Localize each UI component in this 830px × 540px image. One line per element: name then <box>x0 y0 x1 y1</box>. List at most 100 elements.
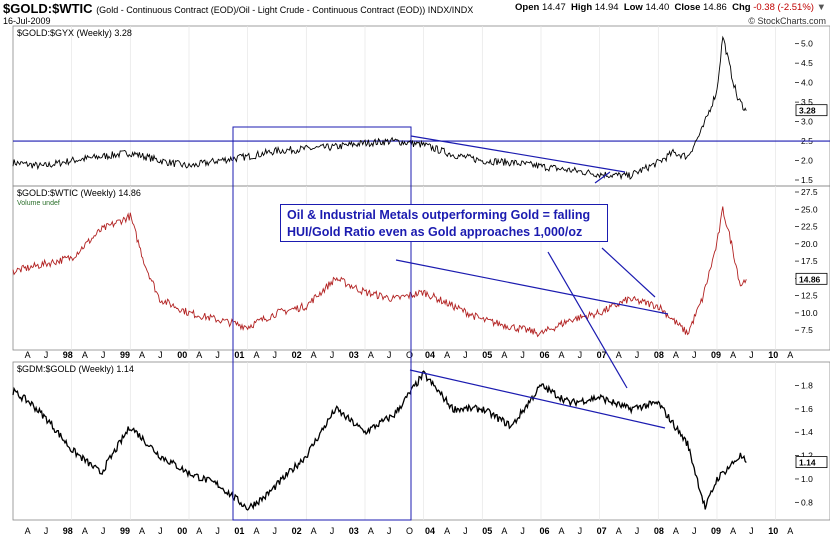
x-tick-label-top: 03 <box>349 350 359 360</box>
trendline-gold-gyx <box>410 135 626 173</box>
x-tick-label-bottom: A <box>311 526 317 536</box>
symbol-description: (Gold - Continuous Contract (EOD)/Oil - … <box>96 5 474 15</box>
quote-bar: Open 14.47 High 14.94 Low 14.40 Close 14… <box>515 2 826 13</box>
x-tick-label-bottom: J <box>635 526 640 536</box>
x-tick-label-top: J <box>578 350 583 360</box>
x-tick-label-bottom: A <box>253 526 259 536</box>
trendline-gdm-gold <box>409 369 666 429</box>
y-tick-label: 0.8 <box>801 497 813 507</box>
x-tick-label-bottom: 08 <box>654 526 664 536</box>
last-value-box <box>795 272 828 285</box>
x-tick-label-top: 99 <box>120 350 130 360</box>
x-tick-label-top: A <box>139 350 145 360</box>
trendline-gold-wtic <box>395 259 669 315</box>
x-tick-label-top: 02 <box>292 350 302 360</box>
y-tick-label: 20.0 <box>801 239 818 249</box>
y-tick-label: 1.2 <box>801 451 813 461</box>
y-tick-label: 3.0 <box>801 117 813 127</box>
panel-frame-2 <box>12 185 830 351</box>
x-tick-label-bottom: A <box>559 526 565 536</box>
symbol-title: $GOLD:$WTIC (Gold - Continuous Contract … <box>3 1 474 16</box>
x-tick-label-bottom: 04 <box>425 526 435 536</box>
x-tick-label-top: J <box>692 350 697 360</box>
x-tick-label-top: J <box>520 350 525 360</box>
y-tick-label: 1.0 <box>801 474 813 484</box>
y-tick-label: 3.5 <box>801 97 813 107</box>
x-tick-label-top: 08 <box>654 350 664 360</box>
y-tick-label: 5.0 <box>801 39 813 49</box>
panel-title-2: $GOLD:$WTIC (Weekly) 14.86 <box>17 188 141 198</box>
x-tick-label-bottom: J <box>215 526 220 536</box>
chevron-down-icon[interactable]: ▼ <box>816 2 826 13</box>
low-value: 14.40 <box>645 2 670 13</box>
high-value: 14.94 <box>594 2 619 13</box>
x-tick-label-bottom: J <box>44 526 49 536</box>
x-tick-label-top: J <box>749 350 754 360</box>
open-value: 14.47 <box>541 2 566 13</box>
x-tick-label-top: A <box>730 350 736 360</box>
x-tick-label-bottom: 06 <box>539 526 549 536</box>
x-tick-label-bottom: A <box>787 526 793 536</box>
x-tick-label-bottom: A <box>368 526 374 536</box>
x-tick-label-top: 00 <box>177 350 187 360</box>
x-tick-label-top: J <box>635 350 640 360</box>
x-tick-label-bottom: 09 <box>711 526 721 536</box>
x-tick-label-bottom: A <box>139 526 145 536</box>
annotation-arrow-2 <box>547 251 628 389</box>
x-tick-label-bottom: J <box>578 526 583 536</box>
last-value-label: 14.86 <box>799 274 821 284</box>
panel-title-1: $GOLD:$GYX (Weekly) 3.28 <box>17 28 132 38</box>
last-value-box <box>795 456 828 469</box>
last-value-label: 3.28 <box>799 106 816 116</box>
x-tick-label-top: A <box>501 350 507 360</box>
x-tick-label-bottom: A <box>673 526 679 536</box>
x-tick-label-top: J <box>215 350 220 360</box>
y-tick-label: 1.4 <box>801 427 813 437</box>
last-value-label: 1.14 <box>799 458 816 468</box>
last-value-box <box>795 104 828 117</box>
x-tick-label-top: J <box>101 350 106 360</box>
x-tick-label-bottom: J <box>463 526 468 536</box>
annotation-arrow-3 <box>601 247 656 298</box>
x-tick-label-top: A <box>559 350 565 360</box>
x-tick-label-bottom: 05 <box>482 526 492 536</box>
x-tick-label-top: A <box>196 350 202 360</box>
x-tick-label-bottom: A <box>616 526 622 536</box>
x-tick-label-bottom: 00 <box>177 526 187 536</box>
x-tick-label-top: 98 <box>63 350 73 360</box>
x-tick-label-bottom: 02 <box>292 526 302 536</box>
series-line-3 <box>12 370 747 511</box>
x-tick-label-bottom: A <box>730 526 736 536</box>
annotation-box: Oil & Industrial Metals outperforming Go… <box>280 204 608 242</box>
x-tick-label-bottom: 07 <box>597 526 607 536</box>
x-tick-label-top: A <box>616 350 622 360</box>
annotation-arrow-1 <box>594 171 611 184</box>
x-tick-label-bottom: J <box>692 526 697 536</box>
series-line-2 <box>12 206 747 338</box>
x-tick-label-top: 06 <box>539 350 549 360</box>
x-tick-label-bottom: J <box>330 526 335 536</box>
x-tick-label-bottom: 98 <box>63 526 73 536</box>
x-tick-label-bottom: J <box>520 526 525 536</box>
x-tick-label-top: 01 <box>234 350 244 360</box>
y-tick-label: 2.0 <box>801 156 813 166</box>
x-tick-label-top: 09 <box>711 350 721 360</box>
y-tick-label: 4.5 <box>801 58 813 68</box>
x-tick-label-bottom: J <box>101 526 106 536</box>
x-tick-label-bottom: A <box>82 526 88 536</box>
chart-date: 16-Jul-2009 <box>3 16 51 26</box>
x-tick-label-bottom: A <box>444 526 450 536</box>
x-tick-label-bottom: 99 <box>120 526 130 536</box>
x-tick-label-top: O <box>406 350 413 360</box>
chart-header: $GOLD:$WTIC (Gold - Continuous Contract … <box>0 0 830 26</box>
x-tick-label-bottom: 03 <box>349 526 359 536</box>
change-value: -0.38 (-2.51%) <box>753 2 814 13</box>
x-tick-label-bottom: A <box>501 526 507 536</box>
brand-label: © StockCharts.com <box>748 16 826 26</box>
x-tick-label-bottom: J <box>387 526 392 536</box>
x-tick-label-top: 05 <box>482 350 492 360</box>
y-tick-label: 25.0 <box>801 204 818 214</box>
x-tick-label-bottom: 01 <box>234 526 244 536</box>
x-tick-label-top: J <box>44 350 49 360</box>
